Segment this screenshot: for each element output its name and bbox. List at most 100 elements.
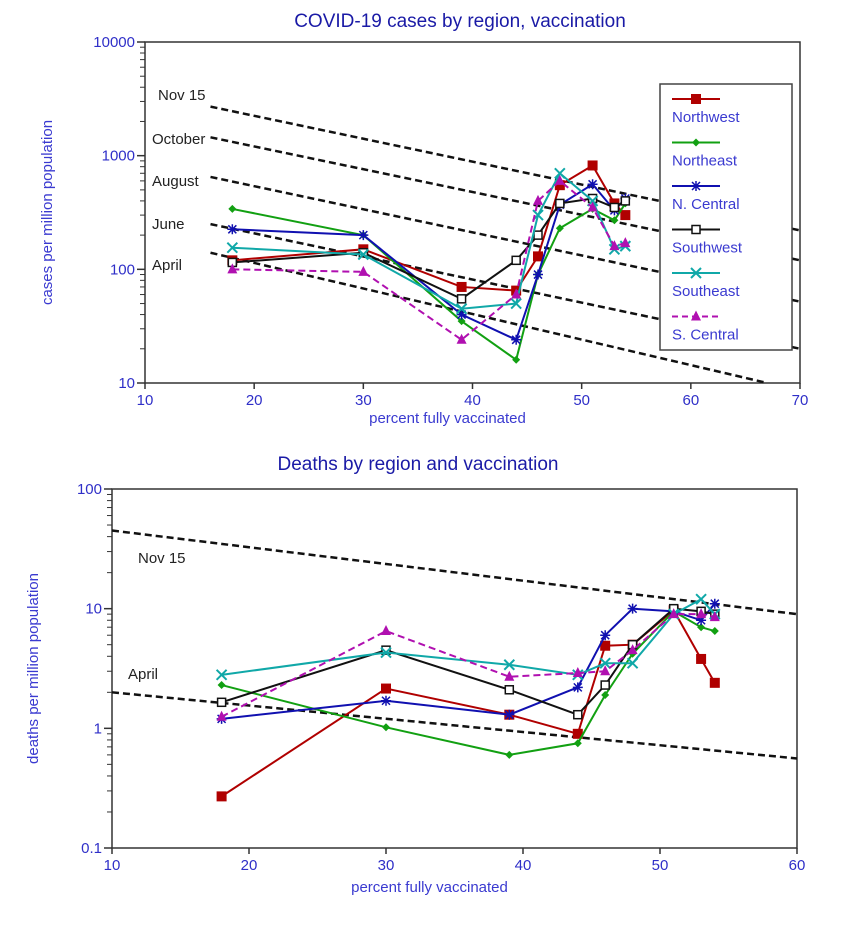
legend-label: Southwest (672, 240, 743, 257)
series-southwest (216, 603, 720, 720)
data-point (610, 216, 619, 225)
data-point (456, 281, 467, 292)
reference-line (111, 529, 798, 616)
data-point (573, 709, 583, 720)
series-line (232, 179, 626, 342)
data-point (609, 202, 620, 213)
legend-label: Northwest (672, 109, 740, 126)
y-tick-label: 10000 (93, 34, 135, 51)
data-point (587, 179, 598, 190)
x-axis-label: percent fully vaccinated (369, 410, 526, 427)
data-point (381, 695, 391, 706)
series-s-central (227, 174, 631, 344)
data-point (600, 630, 611, 641)
x-tick-label: 20 (246, 392, 263, 409)
legend-label: Southeast (672, 283, 740, 300)
data-point (228, 204, 237, 213)
x-tick-label: 20 (241, 857, 258, 874)
data-point (710, 627, 719, 636)
series-line (221, 610, 716, 756)
data-point (696, 615, 707, 626)
series-n-central (227, 179, 631, 345)
data-point (357, 248, 370, 261)
data-point (227, 263, 238, 274)
data-point (381, 625, 391, 636)
data-point (555, 224, 564, 233)
legend-label: S. Central (672, 327, 739, 344)
data-point (457, 317, 466, 326)
data-point (511, 255, 521, 266)
data-point (533, 230, 543, 240)
plot-frame (111, 488, 798, 849)
data-point (456, 309, 467, 320)
y-tick-label: 100 (110, 261, 135, 278)
data-point (554, 180, 565, 191)
data-point (627, 644, 638, 655)
x-tick-label: 10 (137, 392, 154, 409)
data-point (626, 657, 639, 669)
data-point (620, 196, 631, 206)
data-point (216, 710, 227, 721)
data-point (573, 739, 582, 748)
chart-title: Deaths by region and vaccination (278, 454, 559, 475)
y-tick-label: 1 (94, 720, 102, 737)
data-point (709, 611, 720, 622)
legend-marker (692, 138, 700, 147)
data-point (599, 657, 611, 669)
legend-label: N. Central (672, 196, 740, 213)
x-tick-label: 50 (573, 392, 590, 409)
data-point (380, 646, 392, 659)
data-point (668, 608, 679, 619)
data-point (587, 160, 598, 171)
data-point (600, 680, 610, 690)
reference-line-label: Nov 15 (138, 550, 186, 567)
reference-line (210, 251, 768, 385)
legend-marker (691, 224, 701, 235)
chart-title: COVID-19 cases by region, vaccination (294, 11, 626, 32)
data-point (226, 241, 239, 254)
reference-line-label: June (152, 216, 185, 233)
x-tick-label: 30 (378, 857, 395, 874)
series-line (221, 607, 716, 716)
data-point (358, 230, 369, 241)
reference-line (210, 175, 801, 303)
data-point (554, 167, 566, 179)
data-point (696, 608, 707, 619)
data-point (696, 653, 707, 664)
data-point (709, 677, 720, 688)
data-point (381, 683, 391, 694)
data-point (504, 685, 515, 695)
x-tick-label: 10 (104, 857, 121, 874)
x-tick-label: 60 (682, 392, 699, 409)
legend-marker (691, 181, 701, 191)
data-point (627, 603, 638, 614)
data-point (505, 750, 514, 759)
data-point (358, 247, 369, 258)
reference-line-label: April (128, 666, 158, 683)
y-axis-label: deaths per million population (25, 573, 42, 764)
x-tick-label: 60 (789, 857, 806, 874)
reference-line-label: Nov 15 (158, 87, 206, 104)
y-tick-label: 100 (77, 481, 102, 498)
series-s-central (216, 608, 720, 721)
data-point (381, 645, 391, 655)
data-point (620, 210, 631, 221)
data-point (511, 334, 522, 345)
legend-marker (690, 267, 702, 279)
reference-line-label: October (152, 131, 205, 148)
x-tick-label: 50 (652, 857, 669, 874)
reference-line-label: April (152, 257, 182, 274)
data-point (709, 598, 720, 609)
data-point (216, 697, 227, 708)
x-tick-label: 40 (464, 392, 481, 409)
reference-line-label: August (152, 173, 200, 190)
data-point (533, 251, 543, 262)
data-point (358, 265, 369, 276)
data-point (510, 297, 522, 310)
data-point (695, 593, 707, 605)
data-point (533, 194, 543, 205)
x-tick-label: 30 (355, 392, 372, 409)
data-point (587, 201, 598, 212)
data-point (600, 640, 611, 651)
